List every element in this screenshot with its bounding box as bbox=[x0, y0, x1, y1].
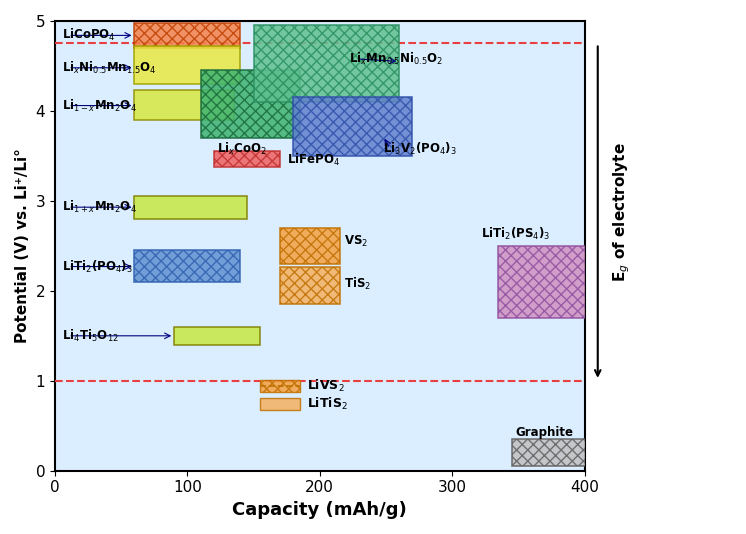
Text: LiCoPO$_4$: LiCoPO$_4$ bbox=[62, 27, 116, 43]
Text: LiTi$_2$(PO$_4$)$_3$: LiTi$_2$(PO$_4$)$_3$ bbox=[62, 258, 133, 274]
Text: LiTiS$_2$: LiTiS$_2$ bbox=[307, 396, 348, 412]
Bar bbox=[201, 70, 300, 138]
Bar bbox=[293, 97, 413, 156]
Text: Li$_{1+x}$Mn$_2$O$_4$: Li$_{1+x}$Mn$_2$O$_4$ bbox=[62, 199, 137, 215]
Bar bbox=[260, 380, 300, 391]
Text: Li$_{1-x}$Mn$_2$O$_4$: Li$_{1-x}$Mn$_2$O$_4$ bbox=[62, 98, 137, 114]
Text: VS$_2$: VS$_2$ bbox=[344, 234, 368, 249]
Bar bbox=[260, 398, 300, 410]
Text: LiFePO$_4$: LiFePO$_4$ bbox=[286, 152, 339, 168]
Bar bbox=[498, 246, 598, 318]
Text: Li$_3$V$_2$(PO$_4$)$_3$: Li$_3$V$_2$(PO$_4$)$_3$ bbox=[383, 140, 457, 157]
Text: E$_g$ of electrolyte: E$_g$ of electrolyte bbox=[611, 142, 632, 282]
Bar bbox=[174, 327, 260, 345]
Bar bbox=[214, 151, 280, 167]
X-axis label: Capacity (mAh/g): Capacity (mAh/g) bbox=[233, 501, 407, 519]
Text: Li$_x$Ni$_{0.5}$Mn$_{1.5}$O$_4$: Li$_x$Ni$_{0.5}$Mn$_{1.5}$O$_4$ bbox=[62, 60, 157, 76]
Bar bbox=[512, 439, 591, 466]
Bar bbox=[134, 90, 233, 120]
Bar bbox=[254, 26, 399, 102]
Bar bbox=[134, 250, 240, 282]
Bar bbox=[134, 46, 240, 84]
Text: Graphite: Graphite bbox=[515, 427, 574, 439]
Text: LiTi$_2$(PS$_4$)$_3$: LiTi$_2$(PS$_4$)$_3$ bbox=[481, 226, 551, 242]
Bar bbox=[280, 266, 339, 304]
Bar bbox=[134, 23, 240, 48]
Bar bbox=[134, 197, 247, 219]
Bar bbox=[280, 228, 339, 264]
Text: Li$_x$Mn$_{0.5}$Ni$_{0.5}$O$_2$: Li$_x$Mn$_{0.5}$Ni$_{0.5}$O$_2$ bbox=[349, 51, 443, 67]
Text: TiS$_2$: TiS$_2$ bbox=[344, 276, 371, 292]
Y-axis label: Potential (V) vs. Li⁺/Li°: Potential (V) vs. Li⁺/Li° bbox=[15, 148, 30, 343]
Text: LiVS$_2$: LiVS$_2$ bbox=[307, 378, 344, 394]
Text: Li$_4$Ti$_5$O$_{12}$: Li$_4$Ti$_5$O$_{12}$ bbox=[62, 328, 119, 344]
Text: Li$_x$CoO$_2$: Li$_x$CoO$_2$ bbox=[216, 140, 266, 157]
